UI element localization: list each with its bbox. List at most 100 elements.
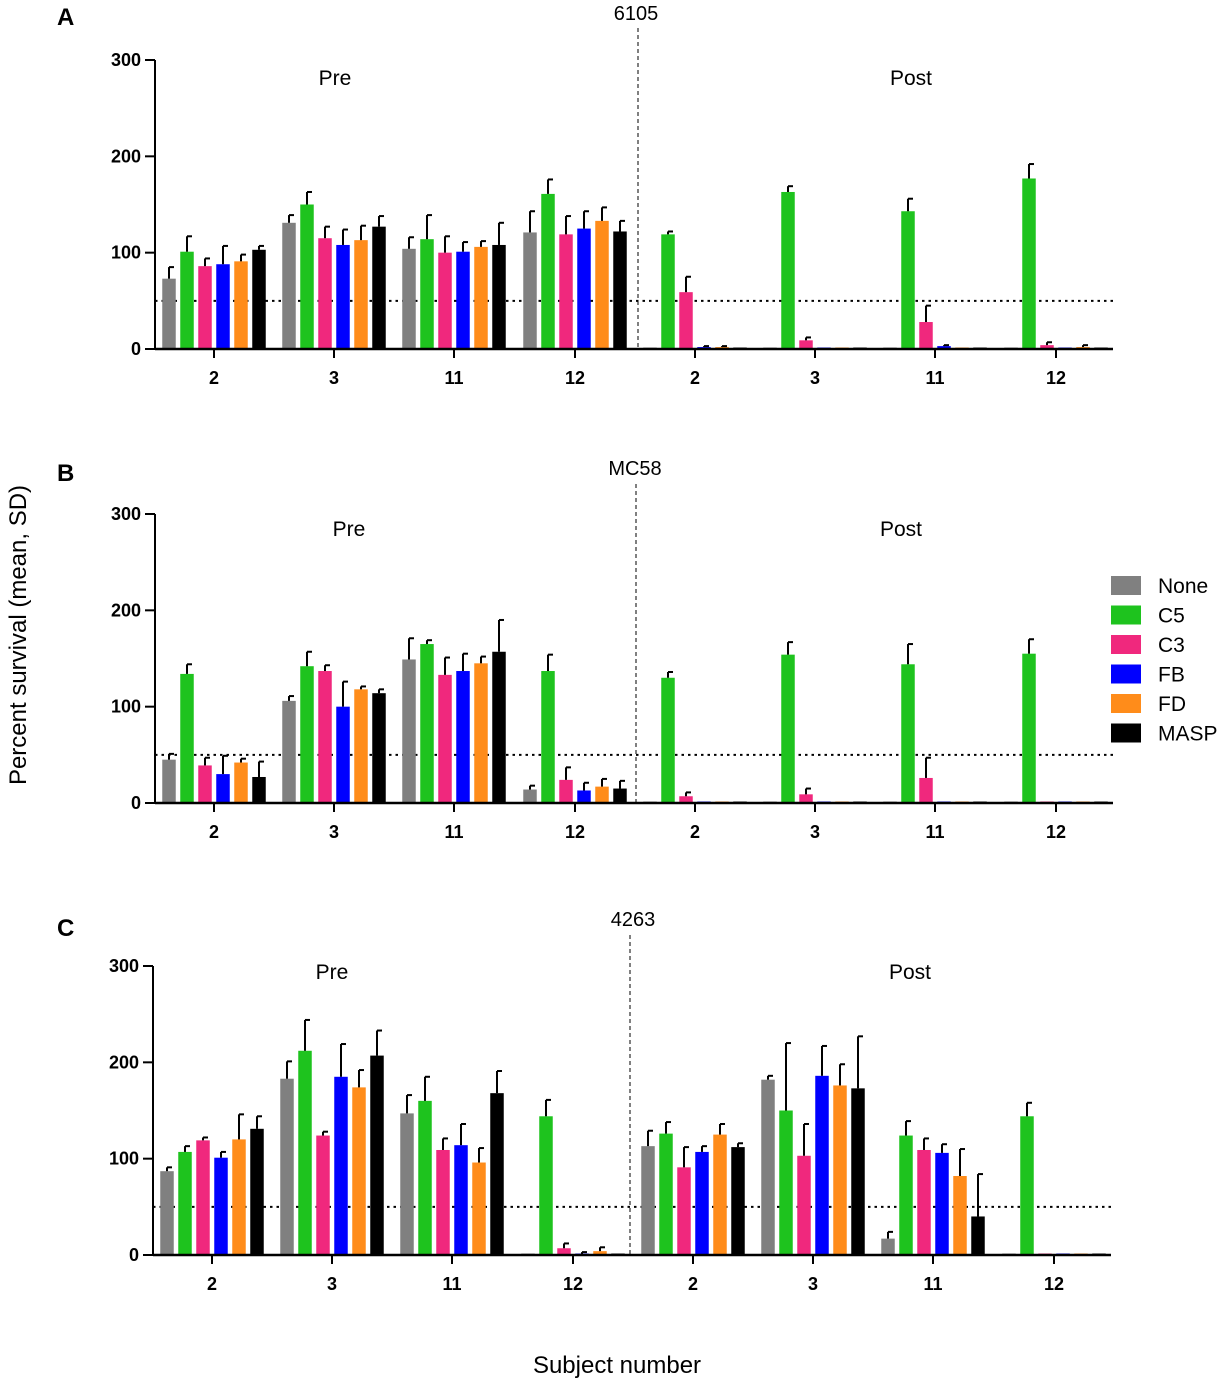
error-bar bbox=[583, 781, 589, 791]
bar-c3 bbox=[436, 1149, 450, 1255]
error-bar bbox=[887, 1230, 893, 1239]
error-bar bbox=[184, 1145, 190, 1152]
legend-item-c5: C5 bbox=[1111, 605, 1185, 628]
bar-c5 bbox=[541, 671, 555, 803]
bar-c5 bbox=[180, 251, 194, 349]
bar-fd bbox=[352, 1087, 366, 1255]
group-label-post-c: Post bbox=[889, 961, 931, 984]
error-bar bbox=[857, 1035, 863, 1089]
bar-fd bbox=[595, 786, 609, 803]
bar-none bbox=[402, 659, 416, 803]
error-bar bbox=[360, 685, 366, 690]
bar-none bbox=[282, 222, 296, 349]
bar-fb bbox=[456, 251, 470, 349]
x-tick-label: 12 bbox=[1046, 822, 1066, 842]
error-bar bbox=[839, 1063, 845, 1086]
legend-swatch bbox=[1111, 664, 1141, 684]
error-bar bbox=[545, 1098, 551, 1117]
error-bar bbox=[737, 1142, 743, 1148]
bar-c5 bbox=[899, 1135, 913, 1255]
error-bar bbox=[220, 1150, 226, 1158]
x-tick-label: 11 bbox=[925, 368, 944, 388]
panel-c: C 4263 Pre Post 0 100 200 300 2 3 11 12 2 3 11 12 bbox=[57, 909, 1111, 1294]
legend-label: C5 bbox=[1158, 605, 1185, 628]
error-bar bbox=[787, 641, 793, 655]
bar-fd bbox=[232, 1139, 246, 1255]
error-bar bbox=[667, 230, 673, 235]
error-bar bbox=[424, 1075, 430, 1101]
error-bar bbox=[426, 214, 432, 240]
x-tick-label: 3 bbox=[808, 1274, 818, 1294]
bar-none bbox=[761, 1079, 775, 1255]
error-bar bbox=[462, 652, 468, 672]
bar-c3 bbox=[559, 234, 573, 349]
bar-fd bbox=[354, 689, 368, 803]
error-bar bbox=[703, 345, 709, 348]
legend-item-none: None bbox=[1111, 575, 1208, 598]
plot-area-a: 0 100 200 300 2 3 11 12 2 3 11 12 bbox=[111, 28, 1113, 388]
legend-swatch bbox=[1111, 605, 1141, 625]
error-bar bbox=[601, 206, 607, 221]
x-tick-label: 12 bbox=[563, 1274, 583, 1294]
bar-fd bbox=[833, 1085, 847, 1255]
bar-c3 bbox=[198, 266, 212, 349]
bar-fd bbox=[234, 261, 248, 349]
error-bar bbox=[240, 757, 246, 763]
bar-masp bbox=[613, 788, 627, 803]
error-bar bbox=[342, 228, 348, 245]
error-bar bbox=[358, 1069, 364, 1088]
bar-c3 bbox=[196, 1140, 210, 1255]
y-tick-label: 100 bbox=[109, 1149, 139, 1169]
bar-none bbox=[402, 248, 416, 349]
bar-c3 bbox=[318, 238, 332, 349]
legend-label: MASP bbox=[1158, 723, 1218, 746]
error-bar bbox=[599, 1246, 605, 1252]
panel-b: B MC58 Pre Post 0 100 200 300 2 3 11 12 2 3 11 12 bbox=[57, 458, 1113, 842]
bar-fb bbox=[216, 264, 230, 349]
panel-label-c: C bbox=[57, 915, 74, 942]
error-bar bbox=[565, 766, 571, 780]
bar-none bbox=[641, 1146, 655, 1255]
legend-label: C3 bbox=[1158, 634, 1185, 657]
bar-c5 bbox=[541, 193, 555, 349]
legend-label: FD bbox=[1158, 693, 1186, 716]
error-bar bbox=[498, 618, 504, 652]
error-bar bbox=[288, 214, 294, 223]
error-bar bbox=[360, 224, 366, 241]
error-bar bbox=[977, 1173, 983, 1217]
bar-fd bbox=[234, 762, 248, 803]
error-bar bbox=[941, 1143, 947, 1153]
bar-fb bbox=[336, 244, 350, 349]
strain-title-a: 6105 bbox=[614, 3, 659, 25]
group-label-pre-b: Pre bbox=[333, 518, 366, 541]
bar-c5 bbox=[901, 211, 915, 349]
error-bar bbox=[905, 1120, 911, 1136]
error-bar bbox=[719, 1122, 725, 1135]
bar-c3 bbox=[316, 1135, 330, 1255]
bar-none bbox=[282, 700, 296, 803]
error-bar bbox=[376, 1029, 382, 1056]
error-bar bbox=[168, 266, 174, 279]
legend-label: None bbox=[1158, 575, 1208, 598]
strain-title-b: MC58 bbox=[608, 458, 661, 480]
y-tick-label: 0 bbox=[129, 1245, 139, 1265]
bar-none bbox=[523, 789, 537, 803]
error-bar bbox=[685, 791, 691, 797]
error-bar bbox=[1046, 341, 1052, 346]
bar-none bbox=[400, 1113, 414, 1255]
y-tick-label: 100 bbox=[111, 243, 141, 263]
error-bar bbox=[342, 680, 348, 707]
error-bar bbox=[202, 1136, 208, 1141]
error-bar bbox=[685, 275, 691, 293]
error-bar bbox=[306, 190, 312, 205]
error-bar bbox=[907, 197, 913, 212]
bar-c3 bbox=[318, 671, 332, 803]
panel-a: A 6105 Pre Post 0 100 200 300 2 3 11 12 2 3 11 12 bbox=[57, 3, 1113, 388]
legend-swatch bbox=[1111, 576, 1141, 595]
y-tick-label: 200 bbox=[109, 1052, 139, 1072]
bar-c5 bbox=[901, 664, 915, 803]
error-bar bbox=[943, 344, 949, 347]
legend: None C5 C3 FB FD MASP bbox=[1111, 575, 1218, 746]
bar-c5 bbox=[178, 1151, 192, 1255]
bar-c5 bbox=[779, 1110, 793, 1255]
